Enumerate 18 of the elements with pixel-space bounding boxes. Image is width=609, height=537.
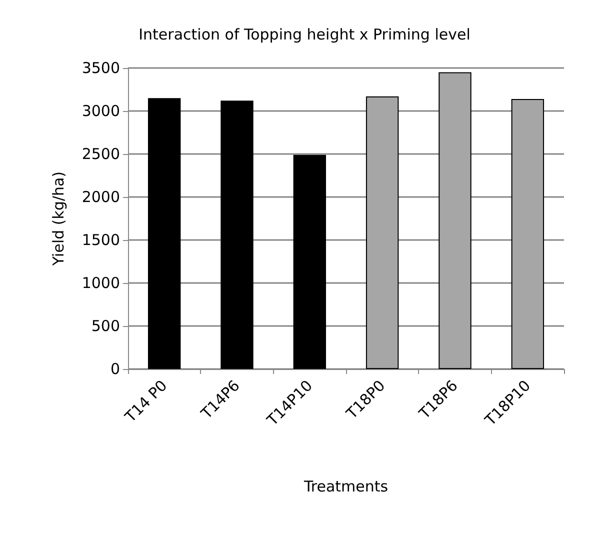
y-tick-label: 500 <box>91 317 120 335</box>
y-tick-label: 2500 <box>82 145 120 163</box>
bar <box>220 100 254 369</box>
y-axis-title: Yield (kg/ha) <box>50 171 68 267</box>
bar <box>438 72 472 369</box>
y-tick-label: 2000 <box>82 188 120 206</box>
x-axis-title: Treatments <box>302 478 388 496</box>
y-tick-label: 0 <box>110 360 120 378</box>
y-tick-label: 3500 <box>82 59 120 77</box>
y-tick-label: 1000 <box>82 274 120 292</box>
bar <box>366 96 399 369</box>
y-tick-label: 3000 <box>82 102 120 120</box>
bar <box>511 98 544 369</box>
x-tick-label: T14 P0 <box>120 376 171 427</box>
bar <box>148 98 181 369</box>
bar <box>293 154 326 369</box>
y-tick-label: 1500 <box>82 231 120 249</box>
chart-title: Interaction of Topping height x Priming level <box>138 26 470 44</box>
